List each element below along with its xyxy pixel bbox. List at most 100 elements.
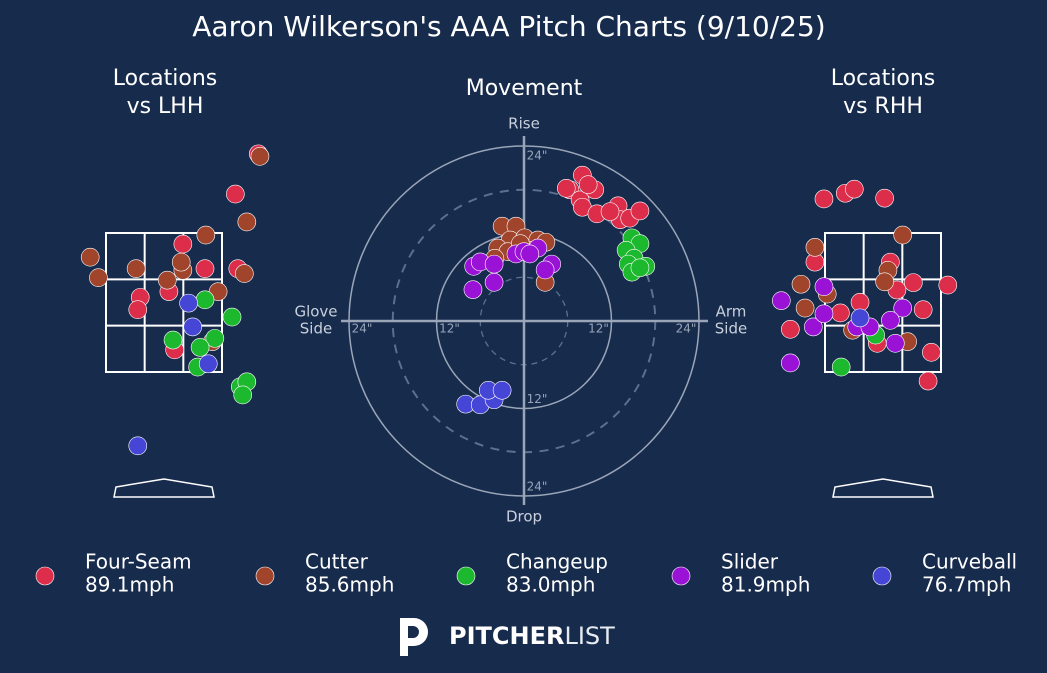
- panel-title: vs RHH: [843, 94, 923, 119]
- pitch-dot: [157, 270, 177, 290]
- pitch-dot: [881, 311, 900, 330]
- axis-label: Glove: [294, 303, 337, 321]
- panel-title: Movement: [466, 76, 583, 101]
- pitch-dot: [190, 338, 210, 357]
- chart-title: Aaron Wilkerson's AAA Pitch Charts (9/10…: [192, 10, 825, 43]
- pitch-dot: [803, 317, 823, 337]
- pitch-dot: [795, 298, 815, 318]
- y-tick-label: 24": [527, 480, 548, 494]
- pitch-dot: [222, 307, 242, 327]
- pitch-dot: [805, 238, 825, 257]
- x-tick-label: 24": [676, 322, 697, 336]
- pitch-dot: [183, 317, 202, 337]
- pitch-dot: [885, 333, 905, 353]
- pitch-dot: [89, 268, 108, 288]
- pitch-dot: [938, 275, 958, 295]
- panel-title: Locations: [113, 66, 218, 91]
- legend-velocity: 89.1mph: [85, 573, 174, 597]
- home-plate: [113, 478, 215, 498]
- pitch-dot: [195, 259, 215, 278]
- panel-title: vs LHH: [127, 94, 204, 119]
- logo-text: PITCHERLIST: [449, 622, 615, 650]
- axis-label: Side: [300, 320, 332, 338]
- pitch-dot: [205, 329, 225, 348]
- pitch-dot: [484, 273, 504, 292]
- pitch-dot: [80, 247, 100, 267]
- legend-velocity: 83.0mph: [506, 573, 595, 597]
- axis-label: Drop: [506, 508, 542, 526]
- logo-bold: PITCHER: [449, 622, 564, 650]
- pitch-dot: [484, 254, 504, 274]
- pitch-dot: [126, 259, 146, 278]
- pitch-dot: [850, 308, 870, 328]
- pitch-dot: [781, 320, 800, 339]
- pitch-dot: [922, 343, 941, 362]
- y-tick-label: 12": [527, 392, 548, 406]
- legend-marker: [255, 566, 275, 586]
- axis-label: Arm: [716, 303, 747, 321]
- pitch-dot: [781, 353, 800, 373]
- pitch-dot: [844, 179, 864, 199]
- axis-label: Side: [715, 320, 747, 338]
- legend-label: Curveball: [922, 550, 1017, 574]
- pitch-dot: [893, 225, 912, 245]
- legend-velocity: 81.9mph: [721, 573, 810, 597]
- pitch-dot: [235, 264, 254, 283]
- legend-velocity: 76.7mph: [922, 573, 1011, 597]
- pitch-dot: [791, 274, 811, 294]
- x-tick-label: 12": [588, 322, 609, 336]
- pitch-dot: [893, 298, 912, 318]
- legend-marker: [456, 566, 476, 586]
- pitch-dot: [163, 330, 183, 350]
- pitch-dot: [556, 178, 576, 198]
- pitch-dot: [173, 234, 193, 254]
- pitch-dot: [237, 212, 257, 232]
- pitch-dot: [875, 272, 894, 292]
- legend-label: Four-Seam: [85, 550, 192, 574]
- pitch-dot: [814, 189, 834, 209]
- logo-icon: [400, 618, 428, 656]
- x-tick-label: 12": [439, 322, 460, 336]
- strike-zone: [105, 232, 223, 373]
- pitch-dot: [831, 303, 850, 323]
- legend-label: Cutter: [305, 550, 369, 574]
- pitch-dot: [171, 252, 191, 272]
- legend-label: Changeup: [506, 550, 608, 574]
- x-tick-label: 24": [352, 322, 373, 336]
- pitch-dot: [814, 277, 834, 297]
- pitch-dot: [226, 184, 245, 204]
- panel-title: Locations: [831, 66, 936, 91]
- pitch-dot: [195, 290, 215, 310]
- pitch-dot: [179, 293, 198, 313]
- legend-label: Slider: [721, 550, 779, 574]
- pitch-dot: [630, 201, 650, 221]
- zone-box: [105, 232, 223, 373]
- legend-marker: [35, 566, 55, 586]
- pitch-dot: [198, 354, 218, 374]
- pitch-dot: [128, 300, 148, 319]
- pitch-dot: [772, 291, 791, 310]
- pitch-dot: [918, 371, 938, 391]
- pitch-dot: [520, 244, 540, 264]
- pitch-dot: [492, 380, 512, 400]
- pitch-dot: [233, 385, 253, 405]
- pitch-dot: [535, 260, 555, 280]
- pitch-dot: [128, 436, 148, 456]
- legend-marker: [671, 566, 691, 586]
- pitch-dot: [578, 175, 598, 194]
- axis-label: Rise: [508, 115, 540, 133]
- y-tick-label: 24": [527, 149, 548, 163]
- pitch-dot: [196, 225, 216, 245]
- pitch-dot: [814, 304, 834, 324]
- home-plate: [832, 478, 934, 498]
- legend-marker: [872, 566, 892, 586]
- pitch-dot: [875, 188, 894, 208]
- legend-velocity: 85.6mph: [305, 573, 394, 597]
- pitch-dot: [630, 258, 650, 278]
- pitch-dot: [831, 357, 851, 377]
- pitch-dot: [250, 147, 270, 166]
- pitch-dot: [904, 273, 923, 292]
- pitch-dot: [463, 280, 483, 299]
